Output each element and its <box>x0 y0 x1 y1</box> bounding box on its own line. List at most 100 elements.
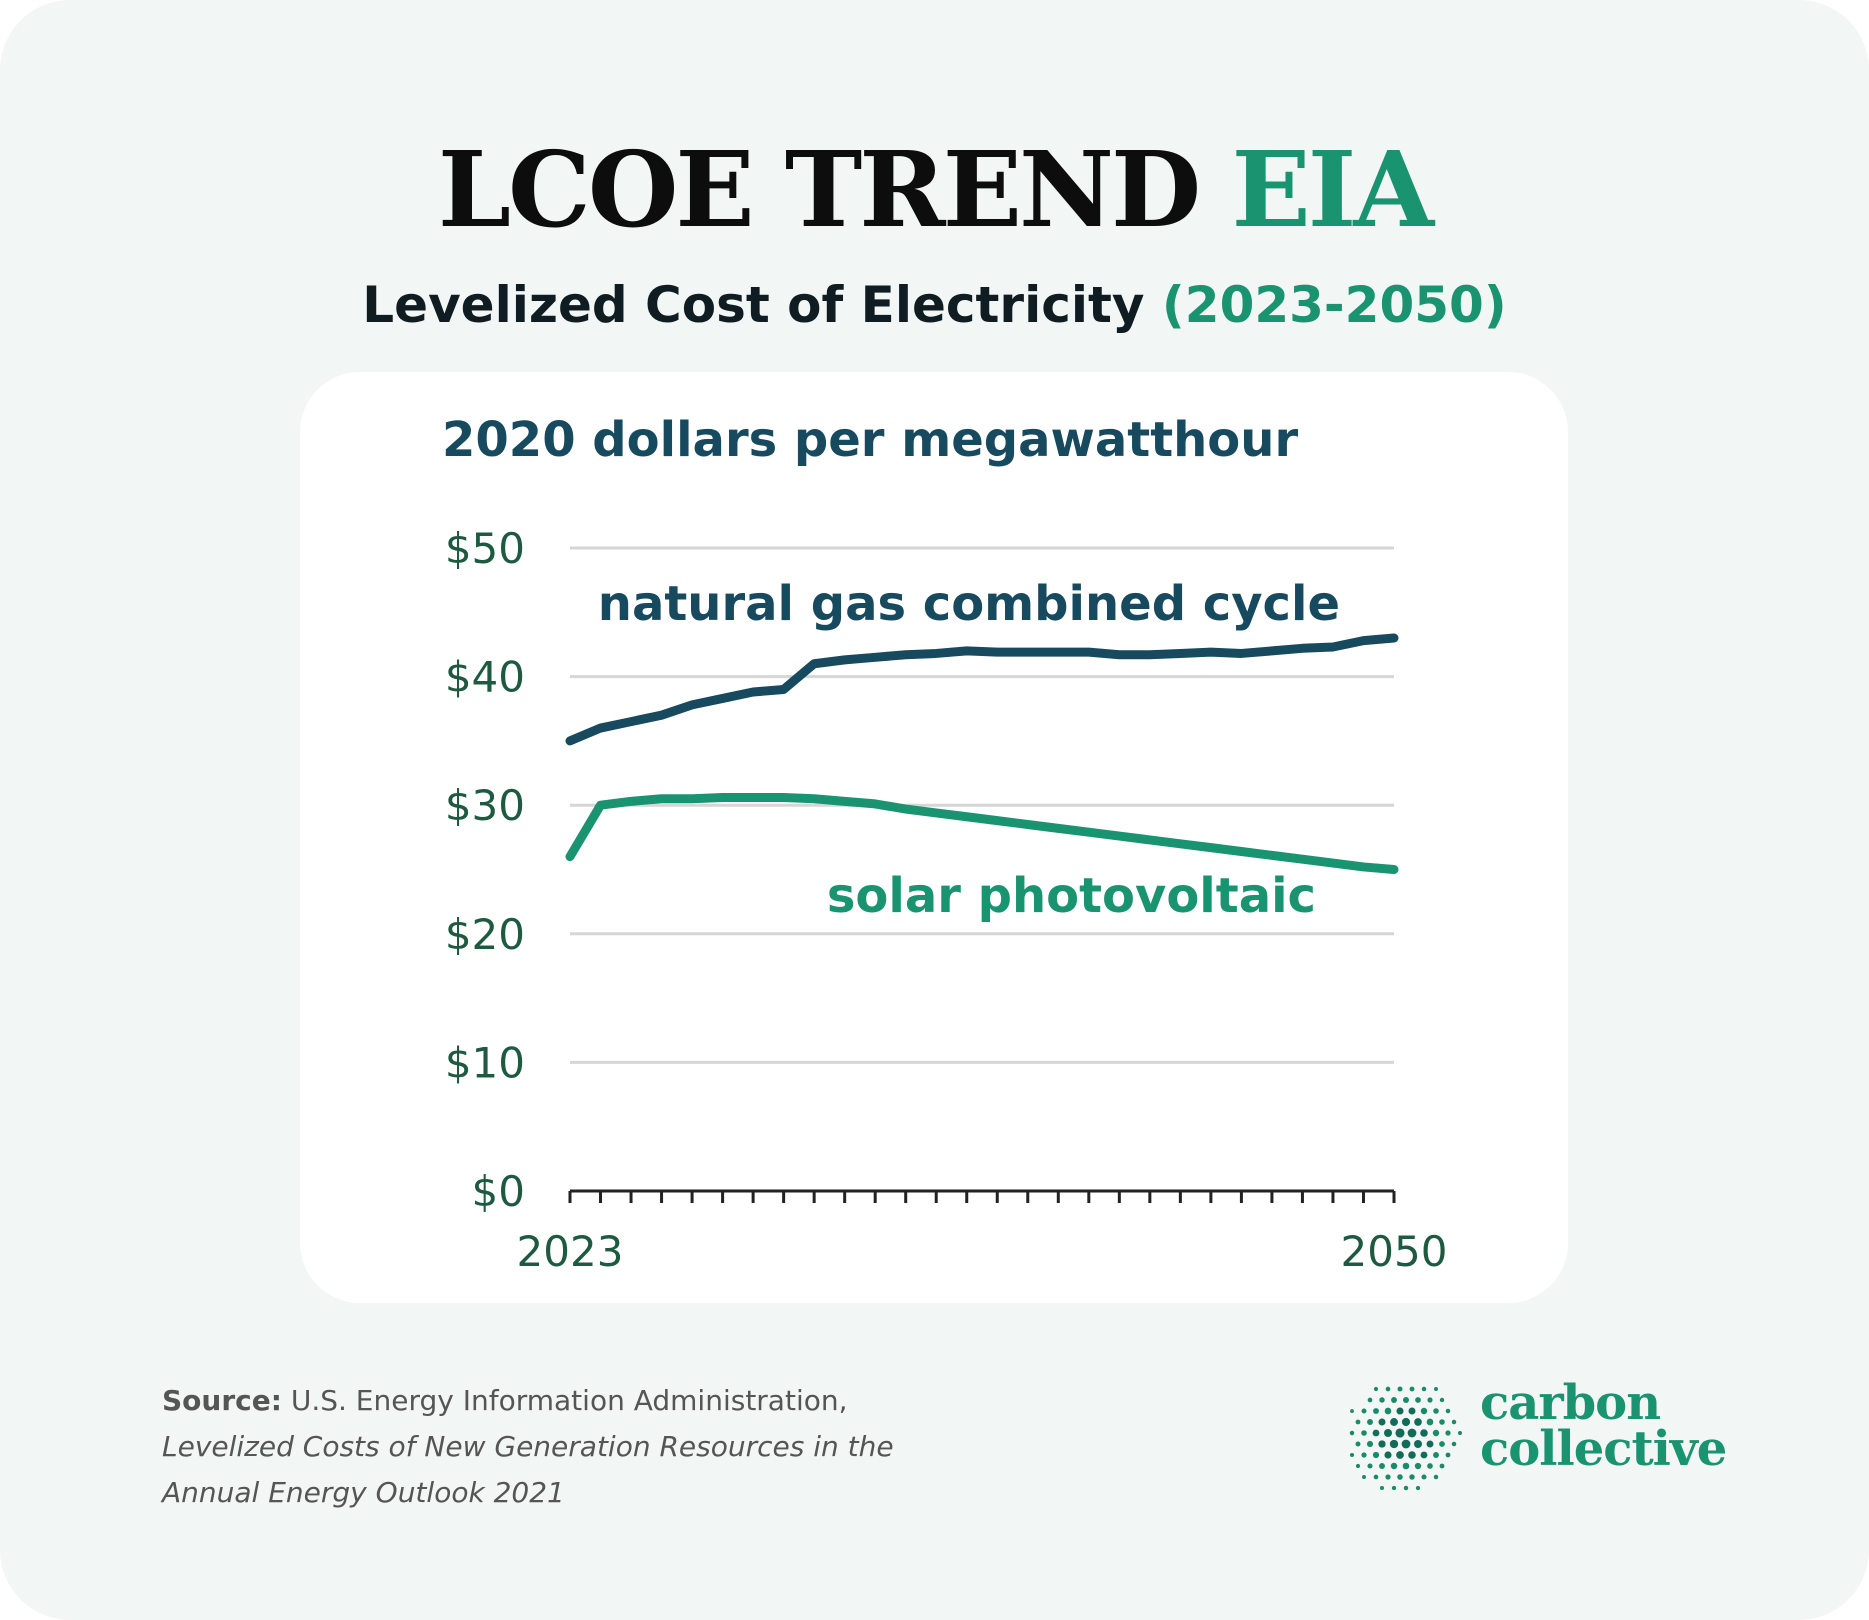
logo-dot <box>1391 1397 1397 1403</box>
logo-dot <box>1390 1462 1398 1470</box>
logo-dot <box>1362 1475 1366 1479</box>
logo-dot <box>1395 1428 1405 1438</box>
logo-dot <box>1372 1429 1380 1437</box>
logo-dot <box>1378 1418 1386 1426</box>
logo-dot <box>1407 1428 1417 1438</box>
logo-dot <box>1445 1408 1451 1414</box>
logo-dot <box>1432 1429 1440 1437</box>
logo-dot <box>1414 1440 1422 1448</box>
logo-dot <box>1385 1474 1391 1480</box>
logo-dot <box>1408 1451 1416 1459</box>
y-tick-label: $40 <box>445 653 525 702</box>
logo-dot <box>1355 1463 1361 1469</box>
logo-dot <box>1396 1407 1404 1415</box>
logo-dot <box>1384 1407 1392 1415</box>
logo-dot <box>1409 1474 1415 1480</box>
title-accent: EIA <box>1231 128 1434 251</box>
logo-dot <box>1445 1430 1451 1436</box>
series-label: natural gas combined cycle <box>598 576 1340 632</box>
logo-dot <box>1401 1439 1411 1449</box>
y-tick-label: $0 <box>472 1167 525 1216</box>
logo-dot <box>1427 1397 1433 1403</box>
logo-dot <box>1372 1451 1380 1459</box>
title-main: LCOE TREND <box>437 128 1201 251</box>
source-label: Source: <box>162 1384 282 1417</box>
chart-panel <box>300 372 1568 1303</box>
logo-dot <box>1397 1474 1403 1480</box>
logo-dot <box>1385 1386 1391 1392</box>
logo-dot <box>1451 1441 1457 1447</box>
logo-dot <box>1433 1474 1439 1480</box>
logo-dot <box>1373 1474 1379 1480</box>
logo-dot <box>1349 1430 1355 1436</box>
logo-dot <box>1420 1407 1428 1415</box>
logo-dot <box>1361 1408 1367 1414</box>
page-title: LCOE TREND EIA <box>0 128 1869 251</box>
logo-dot <box>1421 1474 1427 1480</box>
logo-dot <box>1451 1419 1457 1425</box>
x-tick-label: 2050 <box>1341 1227 1448 1276</box>
logo-dot <box>1426 1440 1434 1448</box>
logo-dot <box>1439 1397 1445 1403</box>
logo-dot <box>1420 1451 1428 1459</box>
x-tick-label: 2023 <box>517 1227 624 1276</box>
logo-dot <box>1409 1386 1415 1392</box>
logo-dot <box>1457 1430 1463 1436</box>
subtitle-main: Levelized Cost of Electricity <box>362 276 1145 334</box>
source-note: Source: U.S. Energy Information Administ… <box>162 1378 894 1516</box>
y-tick-label: $50 <box>445 524 525 573</box>
logo-dot <box>1403 1485 1409 1491</box>
logo-dot <box>1415 1485 1421 1491</box>
logo-dot <box>1414 1462 1422 1470</box>
logo-dot <box>1414 1418 1422 1426</box>
source-text: U.S. Energy Information Administration, <box>281 1384 848 1417</box>
logo-dot <box>1349 1452 1355 1458</box>
y-axis-label: 2020 dollars per megawatthour <box>442 412 1299 468</box>
logo-line1: carbon <box>1480 1375 1661 1431</box>
logo-dot <box>1445 1452 1451 1458</box>
logo-dot <box>1367 1397 1373 1403</box>
logo-dot <box>1355 1441 1361 1447</box>
logo-dot <box>1434 1387 1438 1391</box>
logo-dot <box>1390 1418 1398 1426</box>
source-title-line2: Annual Energy Outlook 2021 <box>162 1476 565 1509</box>
logo-dot <box>1439 1463 1445 1469</box>
series-line-solar <box>565 792 1399 874</box>
logo-dot <box>1355 1419 1361 1425</box>
logo-dot <box>1361 1452 1367 1458</box>
logo-text: carbon collective <box>1480 1379 1727 1473</box>
source-title-line1: Levelized Costs of New Generation Resour… <box>162 1430 894 1463</box>
series-label: solar photovoltaic <box>827 868 1316 924</box>
logo-dot <box>1384 1451 1392 1459</box>
logo-dot <box>1379 1397 1385 1403</box>
logo-dot <box>1401 1417 1411 1427</box>
logo-dot <box>1433 1408 1439 1414</box>
logo-dot <box>1366 1440 1374 1448</box>
y-tick-label: $20 <box>445 910 525 959</box>
logo-dot <box>1420 1429 1428 1437</box>
logo-dot <box>1373 1408 1379 1414</box>
logo-dot <box>1439 1419 1445 1425</box>
y-tick-label: $10 <box>445 1038 525 1087</box>
logo-dot <box>1415 1397 1421 1403</box>
logo-dot <box>1380 1486 1384 1490</box>
page-subtitle: Levelized Cost of Electricity (2023-2050… <box>0 276 1869 334</box>
subtitle-accent: (2023-2050) <box>1161 276 1507 334</box>
logo-dot <box>1367 1419 1373 1425</box>
logo-dot <box>1361 1430 1367 1436</box>
logo-line2: collective <box>1480 1421 1727 1477</box>
logo-dot <box>1402 1396 1410 1404</box>
logo-dot <box>1433 1452 1439 1458</box>
logo-dot <box>1367 1463 1373 1469</box>
logo-dot <box>1427 1463 1433 1469</box>
logo-dot <box>1408 1407 1416 1415</box>
logo-dot <box>1439 1441 1445 1447</box>
logo-dot <box>1378 1440 1386 1448</box>
logo-dot <box>1379 1463 1385 1469</box>
logo-dot <box>1421 1386 1427 1392</box>
logo-dot <box>1389 1439 1399 1449</box>
logo-dot <box>1384 1429 1392 1437</box>
logo-dot <box>1397 1386 1403 1392</box>
